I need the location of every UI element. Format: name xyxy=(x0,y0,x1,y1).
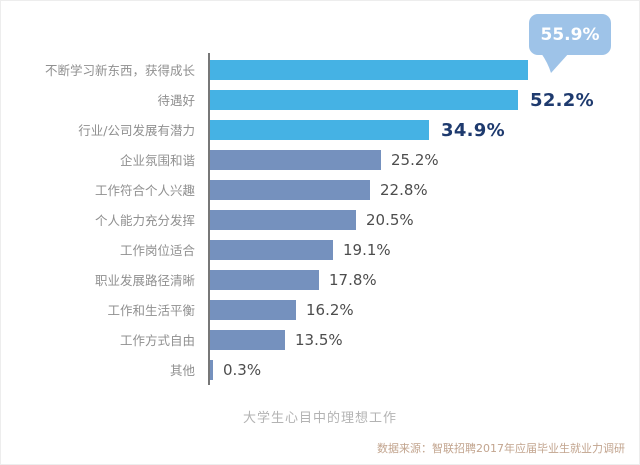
bar-track: 16.2% xyxy=(209,300,639,320)
category-label: 职业发展路径清晰 xyxy=(94,272,195,288)
category-label: 工作符合个人兴趣 xyxy=(94,182,195,198)
category-label: 工作和生活平衡 xyxy=(107,302,195,318)
bar-row: 工作方式自由 13.5% xyxy=(1,325,639,355)
value-label: 34.9% xyxy=(441,119,505,141)
category-label: 企业氛围和谐 xyxy=(119,152,195,168)
bar xyxy=(209,60,528,80)
bar-row: 工作和生活平衡 16.2% xyxy=(1,295,639,325)
value-label: 22.8% xyxy=(380,181,428,199)
bar-track: 20.5% xyxy=(209,210,639,230)
bar xyxy=(209,210,356,230)
bar xyxy=(209,270,319,290)
bar-row: 其他 0.3% xyxy=(1,355,639,385)
bar xyxy=(209,90,518,110)
bar-track: 19.1% xyxy=(209,240,639,260)
category-label: 不断学习新东西，获得成长 xyxy=(44,62,195,78)
bar-row: 工作符合个人兴趣 22.8% xyxy=(1,175,639,205)
bar xyxy=(209,300,296,320)
chart-title: 大学生心目中的理想工作 xyxy=(242,411,397,426)
bar-track: 34.9% xyxy=(209,119,639,141)
bar xyxy=(209,180,370,200)
value-label: 19.1% xyxy=(343,241,391,259)
bar-track: 13.5% xyxy=(209,330,639,350)
bar xyxy=(209,150,381,170)
bar-track: 17.8% xyxy=(209,270,639,290)
bar xyxy=(209,240,333,260)
bar-track: 52.2% xyxy=(209,89,639,111)
bar-row: 待遇好 52.2% xyxy=(1,85,639,115)
bar-row: 职业发展路径清晰 17.8% xyxy=(1,265,639,295)
axis-line xyxy=(208,53,210,385)
category-label: 工作方式自由 xyxy=(119,332,195,348)
category-label: 待遇好 xyxy=(157,92,195,108)
bar-track: 55.9% xyxy=(209,60,639,80)
value-label: 0.3% xyxy=(223,361,262,379)
value-label: 25.2% xyxy=(391,151,439,169)
callout-tail-icon xyxy=(541,53,569,73)
bar xyxy=(209,330,285,350)
bar xyxy=(209,120,429,140)
value-label: 13.5% xyxy=(295,331,343,349)
value-label: 20.5% xyxy=(366,211,414,229)
category-label: 工作岗位适合 xyxy=(119,242,195,258)
value-label: 52.2% xyxy=(530,89,594,111)
bar-row: 不断学习新东西，获得成长 55.9% xyxy=(1,55,639,85)
bar-row: 企业氛围和谐 25.2% xyxy=(1,145,639,175)
bar xyxy=(209,360,213,380)
source-note: 数据来源：智联招聘2017年应届毕业生就业力调研 xyxy=(377,442,625,455)
bar-row: 个人能力充分发挥 20.5% xyxy=(1,205,639,235)
callout-bubble: 55.9% xyxy=(529,14,611,73)
callout-value: 55.9% xyxy=(540,24,600,45)
bar-chart: 不断学习新东西，获得成长 55.9% 待遇好 52.2% 行业/公司发展有潜力 … xyxy=(1,55,639,385)
category-label: 其他 xyxy=(169,362,195,378)
value-label: 16.2% xyxy=(306,301,354,319)
bar-track: 25.2% xyxy=(209,150,639,170)
bar-row: 行业/公司发展有潜力 34.9% xyxy=(1,115,639,145)
category-label: 行业/公司发展有潜力 xyxy=(78,122,195,138)
category-label: 个人能力充分发挥 xyxy=(94,212,195,228)
value-label: 17.8% xyxy=(329,271,377,289)
bar-track: 22.8% xyxy=(209,180,639,200)
bar-track: 0.3% xyxy=(209,360,639,380)
bar-row: 工作岗位适合 19.1% xyxy=(1,235,639,265)
